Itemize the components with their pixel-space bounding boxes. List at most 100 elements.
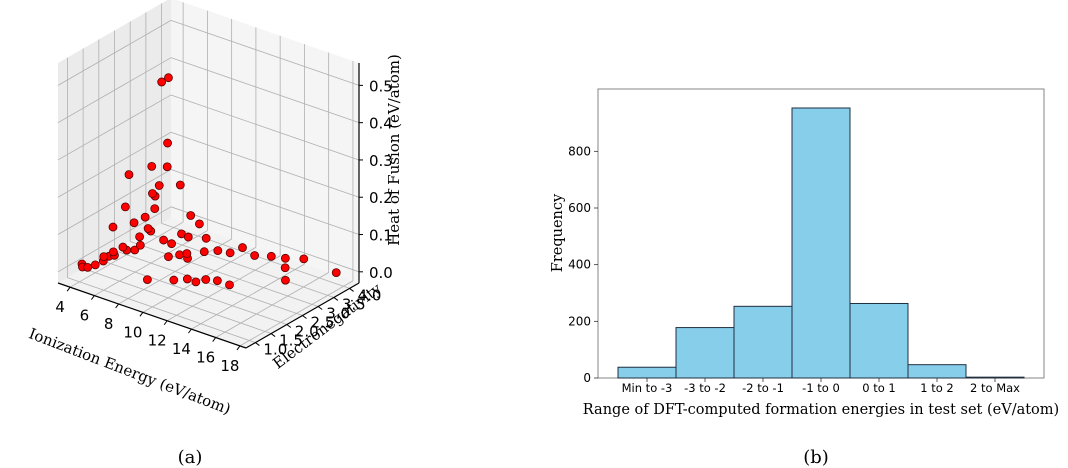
left-grid-line: [57, 206, 172, 273]
scatter-point: [164, 73, 173, 83]
left-grid-line: [57, 57, 172, 124]
x-tick-mark: [188, 328, 192, 334]
z-tick-label: 0.1: [369, 227, 393, 245]
scatter-point: [108, 247, 118, 257]
scatter-point: [186, 211, 196, 220]
scatter-point: [150, 204, 160, 214]
z-tick-label: 0.5: [369, 77, 393, 95]
x-tick-label: 16: [196, 349, 215, 367]
y-tick-label: 600: [568, 201, 591, 215]
y-tick-mark: [317, 306, 323, 310]
scatter-point: [142, 275, 152, 284]
scatter-point: [167, 239, 176, 249]
scatter-point: [280, 253, 290, 263]
x-tick-mark: [236, 345, 241, 351]
y-tick-label: 400: [568, 258, 591, 272]
back-grid-line: [170, 169, 360, 235]
scatter-point: [157, 77, 167, 87]
y-tick-mark: [270, 333, 276, 337]
z-tick-label: 0.3: [369, 152, 393, 170]
left-grid-line: [57, 169, 172, 235]
y-tick-label: 4.0: [358, 286, 382, 304]
scatter-point: [225, 248, 235, 258]
y-tick-mark: [349, 288, 354, 292]
scatter-point: [147, 161, 157, 171]
back-grid-line: [170, 57, 360, 124]
x-tick-label: 0 to 1: [862, 381, 896, 395]
y-tick-label: 1.0: [263, 341, 287, 359]
left-grid-line: [57, 20, 172, 86]
x-tick-mark: [139, 312, 144, 317]
panel-a-3d-scatter: 4 6 8 10 12 14 16 18 1.01.52.02.53.03.54.0 0.0 0.1…: [26, 0, 403, 418]
y-tick-mark: [255, 342, 260, 346]
x-tick-label: 1 to 2: [920, 381, 954, 395]
x-tick-label: 18: [220, 357, 239, 375]
y-axis-label: Frequency: [550, 193, 566, 272]
y-tick-mark: [302, 315, 307, 319]
y-tick-label: 3.0: [326, 304, 350, 322]
scatter-point: [191, 277, 201, 287]
scatter-point: [182, 249, 192, 258]
y-tick-label: 3.5: [342, 295, 366, 313]
y-tick-label: 200: [568, 314, 591, 328]
scatter-point: [118, 242, 128, 252]
scatter-point: [124, 170, 134, 180]
y-tick-label: 2.5: [311, 314, 335, 332]
y-tick-mark: [333, 297, 339, 301]
floor-grid-line: [67, 277, 256, 343]
panel-a-caption: (a): [178, 447, 203, 468]
back-grid-line: [170, 19, 360, 86]
x-tick-label: Min to -3: [622, 381, 673, 395]
x-tick-label: -1 to 0: [802, 381, 840, 395]
scatter-point: [143, 224, 153, 233]
x-tick-label: 2 to Max: [970, 381, 1020, 395]
x-tick-mark: [66, 286, 71, 292]
back-grid-line: [170, 131, 360, 198]
x-axis-line: [57, 282, 247, 349]
back-grid-line: [170, 206, 360, 273]
histogram-bar: [733, 305, 793, 379]
floor-grid-line: [82, 268, 272, 334]
scatter-point: [135, 232, 145, 242]
floor-grid-line: [130, 241, 319, 307]
z-tick-label: 0.4: [369, 115, 393, 133]
y-tick-mark: [286, 324, 292, 328]
scatter-point: [195, 219, 204, 229]
panel-b-caption: (b): [803, 447, 829, 468]
scatter-point: [212, 276, 222, 286]
x-tick-label: -3 to -2: [684, 381, 726, 395]
scatter-point: [175, 250, 184, 260]
scatter-point: [175, 180, 185, 190]
scatter-point: [163, 138, 172, 148]
left-grid-line: [57, 131, 172, 198]
histogram-bar: [907, 364, 967, 379]
z-tick-label: 0.2: [369, 189, 393, 207]
scatter-point: [83, 262, 93, 272]
x-tick-mark: [90, 295, 95, 300]
scatter-point: [129, 218, 139, 228]
x-axis-label: Range of DFT-computed formation energies…: [583, 402, 1059, 418]
x-tick-label: -2 to -1: [742, 381, 784, 395]
scatter-point: [148, 189, 157, 198]
y-tick-label: 0: [583, 371, 591, 385]
scatter-point: [140, 212, 150, 222]
scatter-point: [99, 252, 109, 262]
scatter-point: [201, 233, 211, 243]
floor-grid-line: [145, 232, 335, 298]
histogram-bar: [965, 376, 1025, 379]
scatter-point: [281, 275, 290, 285]
scatter-point: [164, 252, 173, 262]
left-grid-line: [57, 94, 172, 161]
x-tick-mark: [163, 320, 168, 326]
x-tick-label: 10: [123, 323, 142, 341]
scatter-point: [266, 251, 276, 261]
scatter-point: [162, 162, 172, 172]
scatter-point: [299, 254, 309, 264]
scatter-point: [213, 246, 223, 256]
scatter-point: [159, 235, 168, 245]
z-tick-label: 0.0: [369, 264, 393, 282]
panel-b-histogram: 0 200 400 600 800 Min to -3 -3 to -2 -2 to -1 -1…: [550, 88, 1059, 418]
histogram-bar: [849, 302, 909, 379]
x-tick-label: 12: [148, 332, 167, 350]
